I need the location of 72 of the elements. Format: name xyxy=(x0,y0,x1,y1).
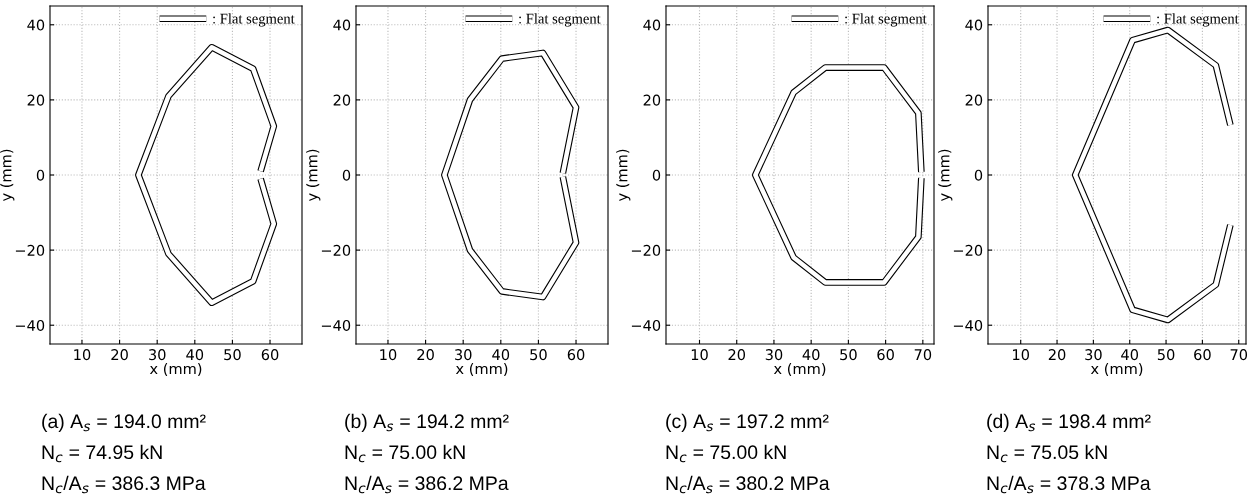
y-tick-label: 0 xyxy=(36,169,45,181)
x-tick-label: 50 xyxy=(224,349,241,361)
x-tick-label: 50 xyxy=(1157,349,1175,361)
y-tick-label: 40 xyxy=(333,19,351,31)
y-axis-title: y (mm) xyxy=(938,149,953,202)
y-tick-label: 0 xyxy=(652,169,661,181)
text: (d) A$_{s}$ = 198.4 mm² xyxy=(987,413,1151,432)
y-tick-label: 20 xyxy=(333,94,351,106)
y-tick-label: −20 xyxy=(631,244,661,256)
y-tick-label: 20 xyxy=(27,94,45,106)
y-tick-label: 40 xyxy=(965,19,983,31)
y-tick-label: −20 xyxy=(953,244,983,256)
x-tick-label: 60 xyxy=(1194,349,1211,361)
x-tick-label: 10 xyxy=(74,349,91,361)
x-axis-title: x (mm) xyxy=(1090,362,1143,376)
x-tick-label: 10 xyxy=(380,349,397,361)
y-tick-label: −40 xyxy=(321,319,351,331)
x-tick-label: 70 xyxy=(914,349,932,361)
text: N$_{c}$/A$_{s}$ = 380.2 MPa xyxy=(666,475,830,494)
y-tick-label: 0 xyxy=(342,169,351,181)
y-axis-title: y (mm) xyxy=(306,149,321,202)
x-tick-label: 70 xyxy=(1230,349,1248,361)
text: N$_{c}$ = 74.95 kN xyxy=(42,444,162,463)
x-tick-label: 40 xyxy=(492,349,510,361)
text: N$_{c}$/A$_{s}$ = 378.3 MPa xyxy=(987,475,1151,494)
y-tick-label: −40 xyxy=(15,319,45,331)
text: (b) A$_{s}$ = 194.2 mm² xyxy=(345,413,509,432)
x-tick-label: 20 xyxy=(111,349,128,361)
x-tick-label: 40 xyxy=(1121,349,1139,361)
x-axis-title: x (mm) xyxy=(149,362,202,376)
y-tick-label: 40 xyxy=(643,19,661,31)
text: (a) A$_{s}$ = 194.0 mm² xyxy=(42,413,206,432)
legend-label: : Flat segment xyxy=(213,13,295,27)
legend-label: : Flat segment xyxy=(1157,13,1239,27)
x-tick-label: 60 xyxy=(567,349,585,361)
x-tick-label: 20 xyxy=(1048,349,1066,361)
x-tick-label: 30 xyxy=(455,349,472,361)
y-tick-label: 20 xyxy=(965,94,983,106)
y-tick-label: −20 xyxy=(321,244,351,256)
y-tick-label: 20 xyxy=(643,94,661,106)
x-tick-label: 50 xyxy=(530,349,547,361)
y-axis-title: y (mm) xyxy=(0,149,15,202)
x-tick-label: 20 xyxy=(728,349,746,361)
x-tick-label: 30 xyxy=(149,349,166,361)
y-axis-title: y (mm) xyxy=(616,149,631,202)
x-tick-label: 60 xyxy=(877,349,894,361)
line-series xyxy=(441,49,580,301)
line-series xyxy=(1071,26,1234,324)
text: N$_{c}$/A$_{s}$ = 386.2 MPa xyxy=(345,475,509,494)
x-tick-label: 10 xyxy=(1013,349,1030,361)
x-tick-label: 50 xyxy=(840,349,857,361)
x-tick-label: 40 xyxy=(186,349,204,361)
legend-label: : Flat segment xyxy=(845,13,927,27)
legend-label: : Flat segment xyxy=(519,13,601,27)
y-tick-label: 0 xyxy=(974,169,983,181)
x-axis-title: x (mm) xyxy=(455,362,508,376)
x-tick-label: 40 xyxy=(802,349,820,361)
x-axis-title: x (mm) xyxy=(773,362,826,376)
y-tick-label: −40 xyxy=(631,319,661,331)
text: (c) A$_{s}$ = 197.2 mm² xyxy=(666,413,829,432)
y-tick-label: −20 xyxy=(15,244,45,256)
x-tick-label: 30 xyxy=(1085,349,1102,361)
x-tick-label: 60 xyxy=(261,349,279,361)
y-tick-label: 40 xyxy=(27,19,45,31)
text: N$_{c}$/A$_{s}$ = 386.3 MPa xyxy=(42,475,206,494)
text: N$_{c}$ = 75.00 kN xyxy=(345,444,465,463)
x-tick-label: 30 xyxy=(765,349,783,361)
x-tick-label: 20 xyxy=(417,349,434,361)
y-tick-label: −40 xyxy=(953,319,983,331)
text: N$_{c}$ = 75.00 kN xyxy=(666,444,786,463)
text: N$_{c}$ = 75.05 kN xyxy=(987,444,1107,463)
x-tick-label: 10 xyxy=(691,349,708,361)
